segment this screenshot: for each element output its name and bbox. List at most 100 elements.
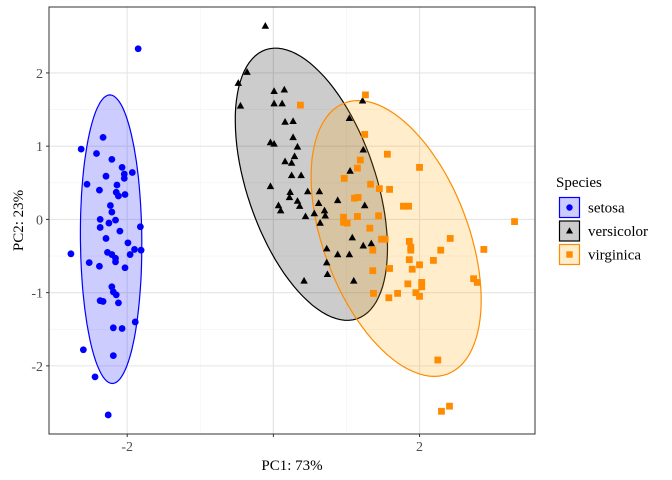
data-point-virginica: [416, 261, 423, 269]
data-point-versicolor: [359, 145, 368, 153]
y-tick-label: 0: [36, 213, 43, 228]
data-point-versicolor: [280, 85, 289, 93]
data-point-virginica: [405, 256, 413, 264]
data-point-setosa: [85, 259, 93, 267]
data-point-versicolor: [289, 117, 297, 124]
data-point-virginica: [470, 275, 478, 283]
data-point-setosa: [118, 325, 126, 332]
legend-marker-square-icon: [566, 251, 573, 258]
data-point-setosa: [131, 318, 139, 326]
data-point-virginica: [340, 218, 347, 226]
legend: Species setosa versicolor virginica: [556, 175, 648, 266]
data-point-versicolor: [276, 206, 285, 214]
data-point-versicolor: [290, 152, 299, 160]
data-point-virginica: [405, 202, 412, 210]
legend-label: virginica: [588, 248, 641, 264]
data-point-virginica: [446, 402, 453, 410]
data-point-setosa: [120, 174, 128, 182]
data-point-versicolor: [287, 171, 296, 179]
data-point-virginica: [418, 283, 426, 291]
data-point-versicolor: [281, 157, 289, 165]
data-point-virginica: [407, 246, 415, 254]
data-point-virginica: [438, 407, 445, 415]
legend-item-versicolor: versicolor: [558, 220, 648, 242]
data-point-virginica: [412, 289, 420, 297]
data-point-setosa: [108, 283, 116, 291]
data-point-setosa: [118, 163, 126, 171]
x-tick-label: 2: [416, 440, 423, 455]
data-point-versicolor: [261, 22, 270, 29]
ellipse-setosa: [79, 94, 143, 385]
data-point-versicolor: [293, 197, 302, 204]
data-point-setosa: [108, 155, 116, 163]
data-point-versicolor: [346, 167, 354, 174]
data-point-virginica: [473, 278, 481, 286]
data-point-versicolor: [348, 233, 357, 241]
data-point-virginica: [386, 265, 393, 272]
data-point-virginica: [404, 280, 412, 288]
data-point-virginica: [437, 246, 445, 254]
y-axis-title: PC2: 23%: [11, 190, 27, 251]
data-point-versicolor: [359, 241, 368, 249]
data-point-setosa: [91, 373, 99, 381]
points: [67, 22, 518, 419]
x-tick-label: -2: [121, 440, 133, 455]
data-point-virginica: [351, 194, 358, 202]
data-point-setosa: [121, 191, 129, 198]
data-point-setosa: [108, 208, 116, 216]
data-point-setosa: [112, 258, 119, 266]
data-point-virginica: [354, 213, 361, 220]
data-point-setosa: [96, 224, 104, 231]
data-point-setosa: [136, 223, 144, 231]
data-point-virginica: [416, 292, 423, 300]
data-point-versicolor: [266, 182, 275, 190]
data-point-setosa: [99, 133, 107, 141]
legend-label: versicolor: [588, 224, 648, 240]
legend-marker-triangle-icon: [565, 227, 574, 234]
data-point-setosa: [126, 251, 134, 258]
legend-item-virginica: virginica: [558, 243, 641, 266]
data-point-virginica: [356, 156, 364, 164]
data-point-setosa: [105, 219, 113, 227]
data-point-setosa: [113, 181, 121, 189]
data-point-setosa: [99, 298, 107, 305]
data-point-virginica: [343, 219, 351, 227]
data-point-virginica: [381, 235, 389, 243]
data-point-versicolor: [236, 101, 245, 109]
data-point-setosa: [96, 186, 103, 194]
data-point-versicolor: [278, 99, 286, 107]
data-point-setosa: [104, 411, 112, 419]
legend-item-setosa: setosa: [558, 196, 625, 219]
data-point-setosa: [96, 216, 104, 223]
data-point-setosa: [134, 45, 142, 53]
data-point-setosa: [115, 299, 122, 307]
axes: -2 2 -2 -1 0 1 2: [31, 67, 423, 455]
data-point-virginica: [383, 150, 391, 158]
data-point-setosa: [116, 227, 124, 235]
data-point-virginica: [354, 194, 362, 201]
data-point-versicolor: [270, 87, 278, 94]
data-point-setosa: [128, 169, 136, 176]
data-point-virginica: [340, 213, 347, 221]
data-point-setosa: [131, 246, 138, 253]
data-point-virginica: [362, 91, 369, 99]
data-point-virginica: [375, 212, 383, 220]
data-point-virginica: [386, 185, 393, 193]
y-tick-label: -1: [31, 287, 43, 302]
data-point-setosa: [102, 172, 110, 180]
data-point-virginica: [434, 356, 442, 364]
legend-title: Species: [556, 175, 602, 191]
data-point-virginica: [511, 218, 518, 225]
data-point-versicolor: [301, 212, 310, 220]
data-point-versicolor: [310, 209, 319, 217]
data-point-versicolor: [300, 276, 308, 284]
data-point-versicolor: [274, 201, 283, 209]
ellipse-virginica: [310, 99, 482, 378]
data-point-virginica: [297, 101, 304, 109]
data-point-setosa: [83, 180, 91, 188]
data-point-versicolor: [234, 79, 243, 86]
data-point-virginica: [480, 246, 488, 253]
data-point-versicolor: [270, 99, 278, 107]
data-point-setosa: [79, 346, 87, 354]
data-point-setosa: [137, 246, 145, 254]
